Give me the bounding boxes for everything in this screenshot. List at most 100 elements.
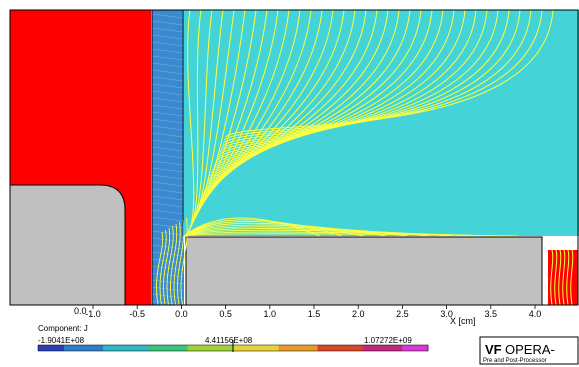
colorbar-segment <box>207 345 214 351</box>
mesh-line <box>151 209 184 215</box>
mesh-line <box>151 230 184 236</box>
mesh-line <box>151 202 184 208</box>
colorbar-segment <box>220 345 227 351</box>
colorbar-segment <box>356 345 364 351</box>
mesh-line <box>151 258 184 264</box>
x-axis-ticks: -1.0 -0.5 0.0 0.5 1.0 1.5 2.0 2.5 3.0 3.5 4.0 <box>85 305 541 319</box>
x-tick-label: -1.0 <box>85 309 101 319</box>
colorbar-segment <box>187 345 195 351</box>
mesh-line <box>151 104 184 110</box>
colorbar-segment <box>350 345 357 351</box>
colorbar-segment <box>324 345 331 351</box>
legend-colorbar <box>37 344 429 352</box>
y-tick-fragment: 0.0 <box>74 306 87 316</box>
contour-line <box>183 233 519 237</box>
opera-logo-title: OPERA- <box>505 342 555 357</box>
contour-line <box>225 9 554 138</box>
mesh-line <box>151 69 184 75</box>
contour-line <box>212 9 433 171</box>
legend-max-value: 1.07272E+09 <box>364 336 412 345</box>
mesh-line <box>151 181 184 187</box>
mesh-line <box>151 216 184 222</box>
contour-line <box>562 249 566 306</box>
colorbar-segment <box>265 345 273 351</box>
contour-line <box>173 221 181 306</box>
colorbar-segment <box>298 345 305 351</box>
colorbar-segment <box>181 345 188 351</box>
mesh-line <box>151 160 184 166</box>
mesh-line <box>151 237 184 243</box>
colorbar-segment <box>103 345 110 351</box>
contour-line <box>198 9 312 204</box>
field-region <box>183 10 579 236</box>
contour-line <box>550 249 554 306</box>
mesh-line <box>151 223 184 229</box>
x-tick-label: 0.5 <box>219 309 232 319</box>
x-tick-label: 3.0 <box>440 309 453 319</box>
contour-line <box>201 9 334 198</box>
field-contour-lines <box>156 9 574 306</box>
colorbar-segment <box>369 345 377 351</box>
colorbar-segment <box>200 345 208 351</box>
contour-line <box>202 9 345 195</box>
colorbar-segment <box>376 345 383 351</box>
contour-line <box>183 231 497 237</box>
colorbar-segment <box>116 345 123 351</box>
contour-line <box>156 231 164 306</box>
x-axis-label: X [cm] <box>450 316 476 326</box>
x-tick-label: 3.5 <box>485 309 498 319</box>
mesh-line <box>151 27 184 33</box>
colorbar-segment <box>44 345 52 351</box>
colorbar-segment <box>155 345 162 351</box>
colorbar-segment <box>337 345 344 351</box>
mesh-line <box>151 20 184 26</box>
x-tick-label: 2.0 <box>352 309 365 319</box>
contour-line <box>210 9 422 174</box>
contour-line <box>196 9 290 210</box>
colorbar-segment <box>57 345 65 351</box>
contour-line <box>177 219 185 306</box>
mesh-line <box>151 265 184 271</box>
mesh-line <box>151 41 184 47</box>
colorbar-segment <box>272 345 279 351</box>
colorbar-segment <box>259 345 266 351</box>
mesh-line <box>151 244 184 250</box>
colorbar-segment <box>311 345 318 351</box>
colorbar-segment <box>142 345 149 351</box>
colorbar-segment <box>109 345 117 351</box>
contour-line <box>159 229 167 306</box>
contour-line <box>197 9 301 207</box>
colorbar-segment <box>226 345 234 351</box>
mesh-line <box>151 55 184 61</box>
colorbar-segment <box>64 345 71 351</box>
mesh-line <box>151 97 184 103</box>
mesh-line <box>151 118 184 124</box>
mesh-line <box>151 174 184 180</box>
colorbar-segment <box>96 345 104 351</box>
mesh-line <box>151 125 184 131</box>
colorbar-segment <box>38 345 45 351</box>
x-tick-label: 4.0 <box>529 309 542 319</box>
colorbar-segment <box>77 345 84 351</box>
mesh-line <box>151 188 184 194</box>
opera-logo-subtitle: Pre and Post-Processor <box>483 358 547 364</box>
mesh-line <box>151 111 184 117</box>
legend-component-label: Component: J <box>38 324 88 333</box>
opera-logo-box <box>479 336 579 365</box>
colorbar-segment <box>363 345 370 351</box>
colorbar-segment <box>174 345 182 351</box>
contour-line <box>163 227 171 306</box>
colorbar-segment <box>408 345 416 351</box>
colorbar-segment <box>285 345 292 351</box>
mesh-line <box>151 195 184 201</box>
colorbar-segment <box>161 345 169 351</box>
contour-line <box>554 249 558 306</box>
colorbar-segment <box>402 345 409 351</box>
mesh-line <box>151 62 184 68</box>
mesh-line <box>151 153 184 159</box>
contour-line <box>166 225 174 306</box>
colorbar-segment <box>343 345 351 351</box>
mesh-line <box>151 132 184 138</box>
